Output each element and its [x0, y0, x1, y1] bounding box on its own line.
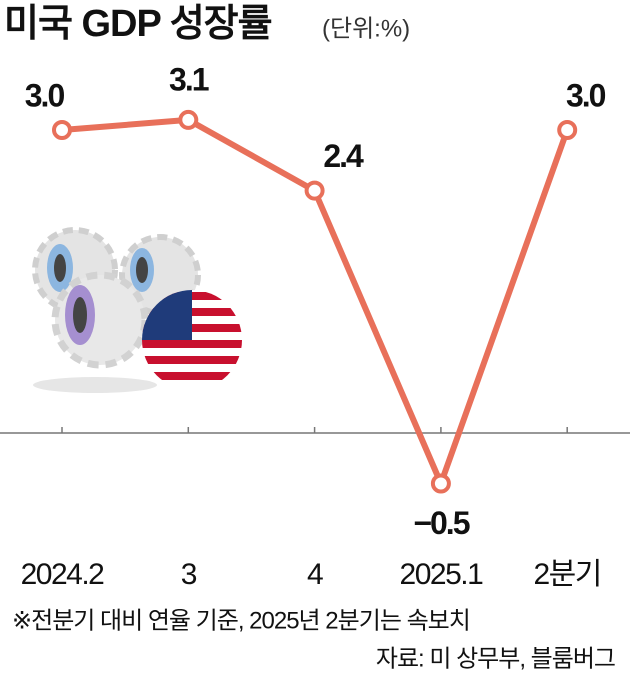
point [178, 109, 199, 130]
x-tick-label: 4 [307, 558, 323, 591]
value-label: 3.0 [25, 77, 65, 113]
x-tick-label: 2024.2 [21, 558, 105, 591]
x-tick-label: 2분기 [534, 558, 601, 591]
source: 자료: 미 상무부, 블룸버그 [376, 645, 615, 672]
point [557, 120, 578, 140]
value-label: 3.1 [169, 61, 209, 97]
value-label: 2.4 [323, 138, 364, 174]
footnote: ※전분기 대비 연율 기준, 2025년 2분기는 속보치 [12, 607, 470, 634]
unit-label: (단위:%) [322, 15, 410, 42]
value-label: −0.5 [413, 505, 469, 541]
point [430, 473, 451, 494]
point [52, 120, 72, 140]
illustration [32, 227, 242, 393]
x-tick-label: 3 [181, 558, 197, 591]
x-tick-label: 2025.1 [400, 558, 484, 591]
chart-title: 미국 GDP 성장률 [4, 3, 272, 45]
value-label: 3.0 [566, 77, 606, 113]
point [304, 180, 325, 201]
